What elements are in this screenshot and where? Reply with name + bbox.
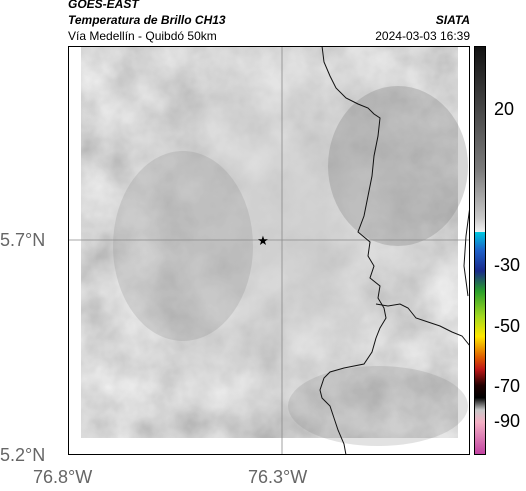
latitude-tick-label: 5.2°N (0, 445, 46, 465)
department-border (463, 205, 470, 297)
colorbar (474, 46, 486, 455)
grid-lines (68, 46, 470, 455)
region-subtitle: Vía Medellín - Quibdó 50km (68, 29, 217, 43)
satellite-map: ★ (68, 46, 470, 455)
product-title: Temperatura de Brillo CH13 (68, 13, 226, 27)
colorbar-tick-label: -30 (494, 255, 521, 275)
colorbar-tick-label: -90 (494, 411, 521, 431)
timestamp: 2024-03-03 16:39 (375, 29, 470, 43)
department-border (319, 46, 387, 455)
satellite-name: GOES-EAST (68, 0, 139, 11)
department-border (375, 303, 470, 347)
agency-label: SIATA (435, 13, 470, 27)
colorbar-tick-label: -70 (494, 376, 521, 396)
colorbar-tick-label: 20 (494, 99, 515, 119)
location-star-icon: ★ (257, 234, 269, 249)
latitude-tick-label: 5.7°N (0, 230, 46, 250)
cloud-field (81, 46, 468, 446)
colorbar-tick-label: -50 (494, 316, 521, 336)
longitude-tick-label: 76.8°W (33, 467, 93, 487)
longitude-tick-label: 76.3°W (248, 467, 308, 487)
